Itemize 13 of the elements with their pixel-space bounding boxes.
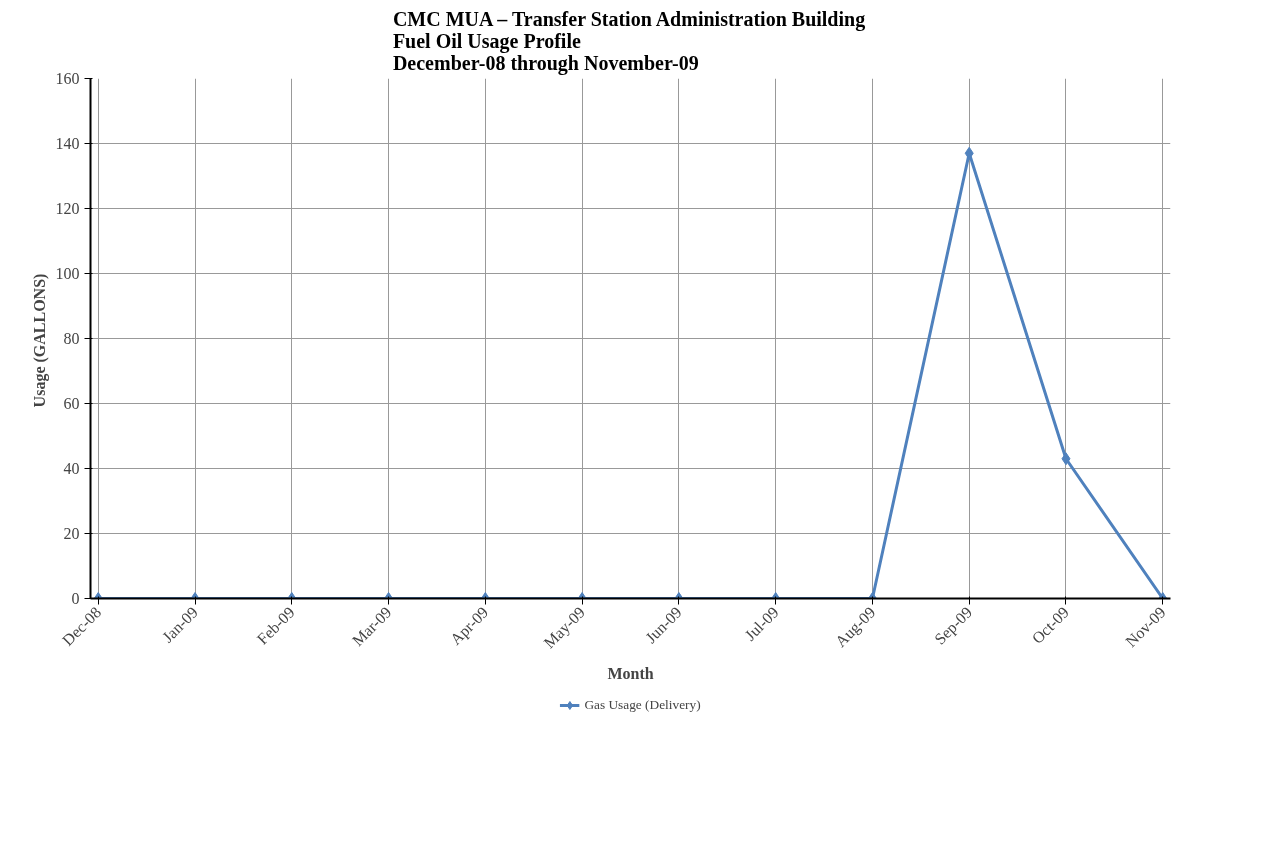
- legend-label: Gas Usage (Delivery): [584, 697, 701, 713]
- y-tick-label: 60: [63, 395, 80, 412]
- y-tick-label: 20: [63, 525, 80, 542]
- y-tick-label: 140: [55, 135, 80, 152]
- y-tick-label: 120: [55, 200, 80, 217]
- y-tick-label: 0: [71, 590, 80, 607]
- y-tick-label: 40: [63, 460, 80, 477]
- y-axis-title: Usage (GALLONS): [30, 273, 49, 408]
- x-axis-title: Month: [607, 665, 654, 683]
- y-tick-label: 100: [55, 265, 80, 282]
- chart-title: CMC MUA – Transfer Station Administration Building Fuel Oil Usage Profile December-08 through November-09: [392, 7, 866, 75]
- y-tick-label: 80: [63, 330, 80, 347]
- y-tick-label: 160: [55, 70, 80, 87]
